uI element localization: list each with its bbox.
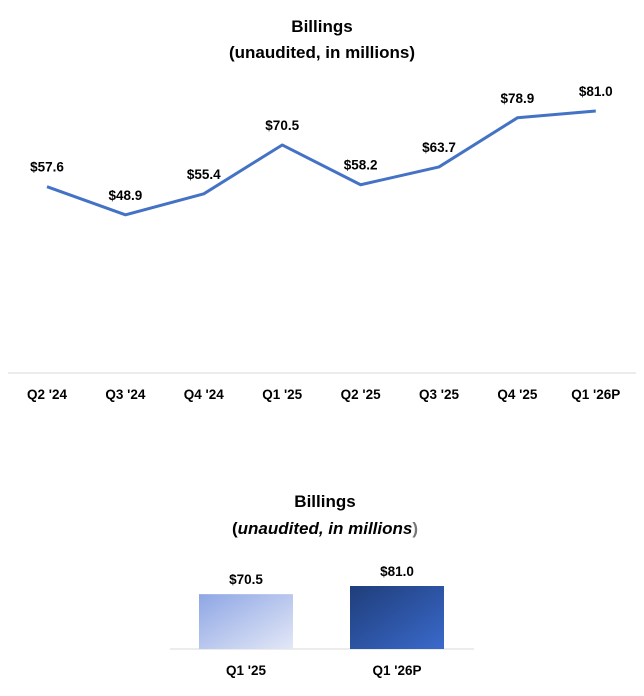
x-tick-label: Q1 '25 [262, 387, 302, 402]
x-tick-label: Q3 '25 [419, 387, 459, 402]
subtitle-close-paren: ) [412, 519, 418, 538]
subtitle-text: unaudited, in millions [238, 519, 413, 538]
bar-data-label: $70.5 [229, 572, 263, 587]
data-label: $63.7 [422, 140, 456, 155]
data-label: $70.5 [265, 118, 299, 133]
billings-line [46, 109, 596, 217]
x-tick-label: Q2 '24 [27, 387, 67, 402]
bar-chart-title: Billings [294, 492, 355, 511]
x-tick-label: Q4 '24 [184, 387, 224, 402]
line-chart-title: Billings [291, 17, 352, 36]
bar-x-tick-label: Q1 '25 [226, 663, 266, 678]
data-label: $57.6 [30, 160, 64, 175]
x-tick-label: Q1 '26P [571, 387, 620, 402]
bar [350, 586, 444, 649]
data-label: $78.9 [501, 91, 535, 106]
x-tick-label: Q3 '24 [105, 387, 145, 402]
bar-data-label: $81.0 [380, 564, 414, 579]
line-chart-subtitle: (unaudited, in millions) [229, 43, 415, 62]
subtitle-open-paren: ( [232, 519, 238, 538]
bar-x-tick-label: Q1 '26P [373, 663, 422, 678]
data-label: $81.0 [579, 84, 613, 99]
data-label: $58.2 [344, 158, 378, 173]
data-label: $48.9 [109, 188, 143, 203]
bar [199, 594, 293, 649]
x-tick-label: Q4 '25 [497, 387, 537, 402]
bar-chart-subtitle: (unaudited, in millions) [232, 519, 418, 538]
data-label: $55.4 [187, 167, 221, 182]
x-tick-label: Q2 '25 [341, 387, 381, 402]
